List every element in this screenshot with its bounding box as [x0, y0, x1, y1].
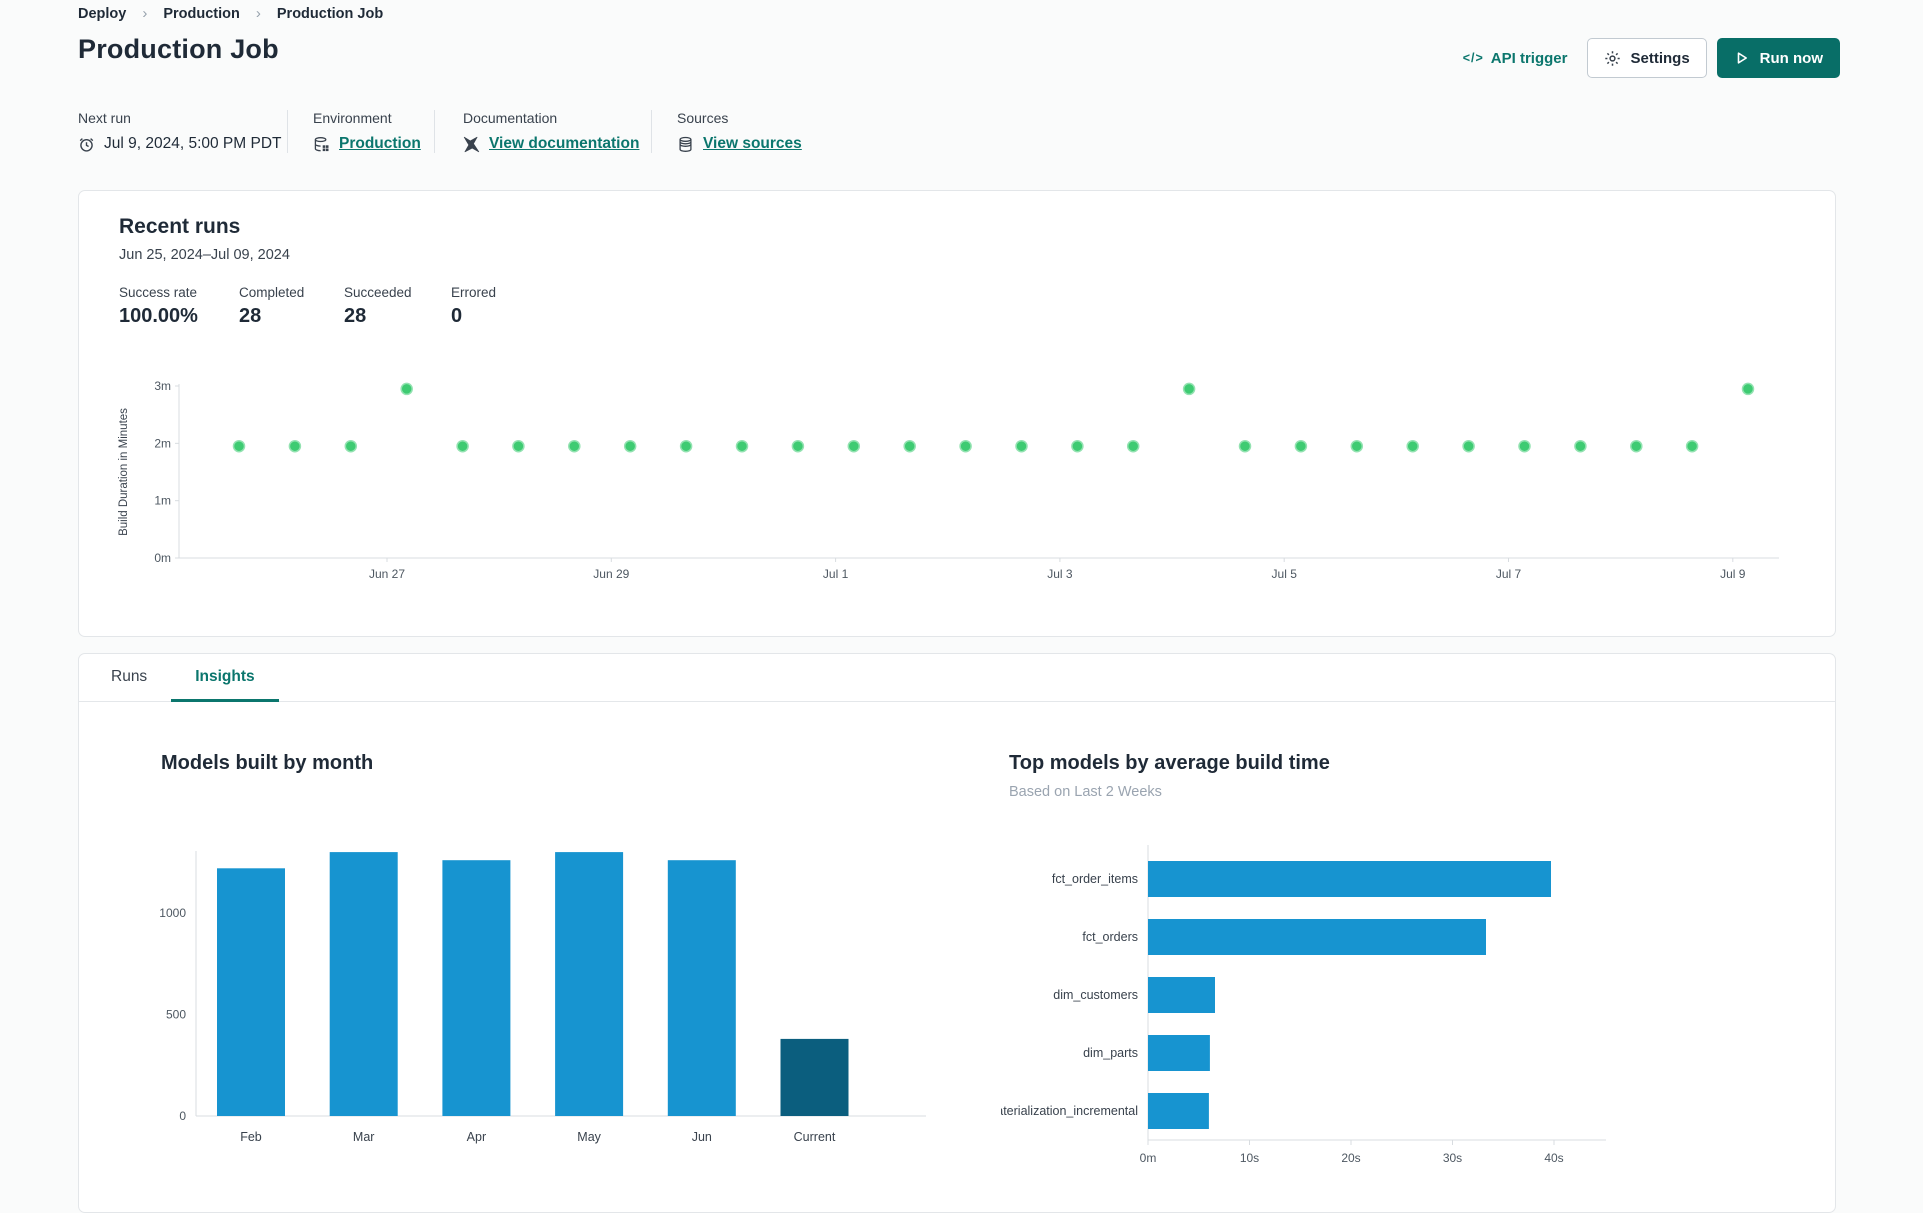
header-actions: </> API trigger Settings Run now: [1463, 38, 1840, 78]
meta-next-run: Next run Jul 9, 2024, 5:00 PM PDT: [78, 110, 288, 153]
stat-value: 28: [344, 305, 367, 327]
svg-text:40s: 40s: [1544, 1151, 1563, 1165]
svg-text:Apr: Apr: [467, 1130, 486, 1144]
svg-text:Jul 1: Jul 1: [823, 567, 849, 581]
svg-text:1000: 1000: [159, 906, 186, 920]
breadcrumb-separator-icon: ›: [255, 5, 261, 22]
meta-environment: Environment Production: [288, 110, 435, 153]
gear-icon: [1604, 50, 1621, 67]
tab-insights[interactable]: Insights: [171, 654, 279, 702]
dbt-logo-icon: [463, 136, 480, 153]
run-now-button[interactable]: Run now: [1716, 38, 1840, 78]
api-trigger-label: API trigger: [1490, 49, 1568, 67]
models-by-month-block: Models built by month 0 500 1000 Feb Mar Apr M…: [159, 752, 926, 1144]
svg-text:30s: 30s: [1443, 1151, 1462, 1165]
page-title: Production Job: [78, 34, 279, 64]
svg-text:dim_customers: dim_customers: [1053, 988, 1138, 1002]
run-now-label: Run now: [1759, 49, 1823, 67]
svg-text:fct_orders: fct_orders: [1082, 930, 1138, 944]
settings-button[interactable]: Settings: [1587, 38, 1707, 78]
svg-text:0m: 0m: [154, 551, 171, 565]
play-icon: [1734, 50, 1751, 67]
svg-text:Jun: Jun: [692, 1130, 712, 1144]
svg-text:500: 500: [166, 1008, 186, 1022]
breadcrumb-production[interactable]: Production: [163, 5, 240, 22]
stat-label: Succeeded: [344, 285, 412, 300]
stat-completed: Completed 28: [239, 285, 344, 328]
environment-link[interactable]: Production: [339, 135, 421, 152]
svg-text:May: May: [577, 1130, 601, 1144]
environment-database-icon: [313, 136, 330, 153]
stat-errored: Errored 0: [451, 285, 496, 328]
svg-text:0: 0: [179, 1109, 186, 1123]
meta-documentation: Documentation View documentation: [435, 110, 652, 153]
database-icon: [677, 136, 694, 153]
svg-text:fct_order_items: fct_order_items: [1052, 872, 1138, 886]
stat-success-rate: Success rate 100.00%: [119, 285, 239, 328]
stat-label: Errored: [451, 285, 497, 300]
meta-sources: Sources View sources: [652, 110, 832, 153]
models-by-month-chart: 0 500 1000 Feb Mar Apr May Jun Current: [159, 851, 926, 1144]
recent-runs-title: Recent runs: [119, 215, 241, 238]
svg-text:Mar: Mar: [353, 1130, 375, 1144]
view-sources-link[interactable]: View sources: [703, 135, 802, 152]
code-icon: </>: [1462, 51, 1484, 65]
svg-text:Jul 5: Jul 5: [1272, 567, 1298, 581]
tab-runs[interactable]: Runs: [111, 667, 148, 685]
svg-text:1m: 1m: [154, 494, 171, 508]
stat-label: Success rate: [119, 285, 198, 300]
svg-text:10s: 10s: [1240, 1151, 1259, 1165]
top-models-subtitle: Based on Last 2 Weeks: [1009, 784, 1162, 800]
svg-text:Jun 29: Jun 29: [593, 567, 629, 581]
documentation-label: Documentation: [463, 110, 558, 126]
svg-text:Feb: Feb: [240, 1130, 262, 1144]
sources-label: Sources: [677, 110, 729, 126]
stat-value: 0: [451, 305, 463, 327]
top-models-title: Top models by average build time: [1009, 752, 1330, 774]
svg-text:dim_parts: dim_parts: [1083, 1046, 1138, 1060]
settings-label: Settings: [1630, 49, 1690, 67]
models-by-month-title: Models built by month: [161, 752, 374, 774]
recent-runs-stats: Success rate 100.00% Completed 28 Succee…: [119, 285, 1835, 328]
breadcrumb: Deploy › Production › Production Job: [78, 5, 383, 22]
stat-succeeded: Succeeded 28: [344, 285, 451, 328]
stat-value: 100.00%: [119, 305, 198, 327]
svg-text:Build Duration in Minutes: Build Duration in Minutes: [118, 408, 130, 536]
breadcrumb-separator-icon: ›: [142, 5, 148, 22]
api-trigger-link[interactable]: </> API trigger: [1463, 50, 1568, 67]
next-run-label: Next run: [78, 110, 131, 126]
job-meta-row: Next run Jul 9, 2024, 5:00 PM PDT Enviro…: [78, 110, 832, 153]
breadcrumb-deploy[interactable]: Deploy: [78, 5, 127, 22]
tab-bar: Runs Insights: [79, 654, 1835, 702]
insights-card: Runs Insights Models built by month 0 500…: [78, 653, 1836, 1213]
recent-runs-date-range: Jun 25, 2024–Jul 09, 2024: [119, 247, 290, 263]
next-run-value: Jul 9, 2024, 5:00 PM PDT: [104, 135, 282, 152]
svg-text:3m: 3m: [154, 379, 171, 393]
svg-text:materialization_incremental: materialization_incremental: [1001, 1104, 1138, 1118]
svg-text:Jul 7: Jul 7: [1496, 567, 1522, 581]
stat-label: Completed: [239, 285, 305, 300]
breadcrumb-production-job: Production Job: [276, 5, 384, 22]
top-models-chart: 0m 10s 20s 30s 40s fct_order_items fct_ordersd…: [1001, 845, 1606, 1165]
svg-text:2m: 2m: [154, 436, 171, 450]
recent-runs-card: Recent runs Jun 25, 2024–Jul 09, 2024 Su…: [78, 190, 1836, 637]
svg-text:Current: Current: [794, 1130, 836, 1144]
alarm-clock-icon: [78, 136, 95, 153]
build-duration-scatter-chart: Build Duration in Minutes 0m 1m 2m 3m Jun 27 J…: [118, 379, 1779, 581]
stat-value: 28: [239, 305, 262, 327]
top-models-block: Top models by average build time Based o…: [1001, 752, 1606, 1165]
svg-text:Jun 27: Jun 27: [369, 567, 405, 581]
svg-text:Jul 9: Jul 9: [1720, 567, 1746, 581]
svg-text:Jul 3: Jul 3: [1047, 567, 1073, 581]
view-documentation-link[interactable]: View documentation: [489, 135, 640, 152]
svg-text:20s: 20s: [1341, 1151, 1360, 1165]
environment-label: Environment: [313, 110, 392, 126]
svg-text:0m: 0m: [1140, 1151, 1157, 1165]
